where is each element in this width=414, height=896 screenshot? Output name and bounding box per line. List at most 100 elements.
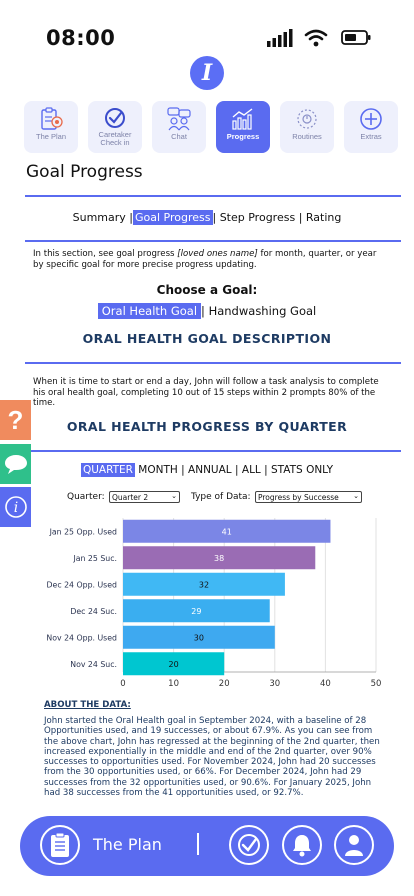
bar-chart-icon [232, 108, 253, 130]
routine-clock-icon [297, 109, 317, 129]
info-button[interactable]: i [0, 487, 31, 527]
chart-category-label: Dec 24 Opp. Used [47, 580, 118, 589]
chart-category-label: Nov 24 Opp. Used [46, 633, 117, 642]
nav-tab-label: The Plan [35, 132, 67, 141]
nav-tab-label: Progress [226, 132, 260, 141]
clipboard-icon [51, 832, 69, 857]
chart-bar [123, 625, 275, 649]
period-separator: | [264, 464, 268, 476]
data-type-select[interactable]: Progress by Successe ⌄ [255, 491, 362, 503]
chart-x-tick-label: 40 [320, 679, 331, 689]
chevron-down-icon: ⌄ [171, 492, 177, 500]
chart-category-label: Dec 24 Suc. [70, 607, 117, 616]
chart-value-label: 30 [194, 633, 204, 642]
divider [25, 195, 401, 197]
subnav-separator: | [298, 211, 306, 224]
goal-option-oral-health[interactable]: Oral Health Goal [97, 303, 202, 319]
nav-tab-routines[interactable]: Routines [280, 101, 334, 153]
period-separator: | [181, 464, 185, 476]
period-selector: QUARTER MONTH | ANNUAL | ALL | STATS ONL… [0, 463, 414, 477]
goal-description-text: When it is time to start or end a day, J… [33, 377, 379, 408]
subnav-summary[interactable]: Summary [72, 211, 126, 224]
data-type-select-value: Progress by Successe [258, 493, 339, 502]
chart-value-label: 32 [199, 580, 209, 589]
page-title: Goal Progress [26, 162, 143, 182]
notifications-button[interactable] [282, 825, 322, 865]
subnav-goal-progress[interactable]: Goal Progress [133, 210, 213, 225]
chart-value-label: 20 [169, 660, 179, 669]
chart-value-label: 41 [222, 527, 232, 536]
chat-people-icon [167, 107, 191, 131]
clipboard-target-icon [41, 107, 63, 130]
chart-bar [123, 599, 270, 623]
subnav-separator: | [129, 211, 133, 224]
nav-tab-label: Caretaker Check in [98, 130, 132, 147]
goal-selector: Oral Health Goal | Handwashing Goal [0, 303, 414, 319]
chart-category-label: Jan 25 Opp. Used [49, 527, 117, 536]
battery-icon [341, 30, 371, 45]
chart-x-tick-label: 50 [371, 679, 382, 689]
chart-bar [123, 572, 285, 596]
about-data-heading: ABOUT THE DATA: [44, 700, 131, 710]
signal-icon [267, 29, 293, 47]
plus-circle-icon [360, 108, 382, 130]
choose-goal-heading: Choose a Goal: [156, 283, 258, 297]
divider [25, 450, 401, 452]
period-quarter[interactable]: QUARTER [80, 463, 135, 477]
chat-bubble-icon [4, 455, 27, 474]
progress-bar-chart: 0 10 20 30 40 50 Jan 25 Opp. Used 41 Jan 25 Suc.… [46, 518, 382, 689]
bottom-bar: The Plan [20, 816, 394, 876]
help-button[interactable]: ? [0, 400, 31, 440]
nav-tab-progress[interactable]: Progress [216, 101, 270, 153]
chart-value-label: 38 [214, 554, 224, 563]
nav-tab-label: Extras [360, 132, 382, 141]
nav-tab-caretaker-check-in[interactable]: Caretaker Check in [88, 101, 142, 153]
profile-button[interactable] [334, 825, 374, 865]
nav-tab-chat[interactable]: Chat [152, 101, 206, 153]
chart-bar [123, 652, 225, 676]
loved-one-placeholder: [loved ones name] [177, 249, 258, 259]
goal-option-handwashing[interactable]: Handwashing Goal [208, 304, 317, 318]
intro-text-part: for month, quarter, or year by specific … [33, 249, 377, 270]
nav-tab-the-plan[interactable]: The Plan [24, 101, 78, 153]
period-separator: | [235, 464, 239, 476]
chart-category-label: Nov 24 Suc. [70, 660, 117, 669]
check-circle-icon [105, 108, 125, 128]
chart-bar [123, 546, 316, 570]
check-circle-icon [238, 834, 260, 856]
intro-text: In this section, see goal progress [love… [33, 249, 387, 270]
check-in-button[interactable] [229, 825, 269, 865]
bell-icon [293, 835, 311, 857]
the-plan-button[interactable] [40, 825, 80, 865]
bottom-bar-separator [197, 833, 199, 855]
period-all[interactable]: ALL [241, 464, 261, 476]
divider [25, 240, 401, 242]
progress-heading: ORAL HEALTH PROGRESS BY QUARTER [66, 419, 348, 434]
subnav-step-progress[interactable]: Step Progress [219, 211, 296, 224]
status-bar: 08:00 [0, 0, 414, 62]
chart-value-label: 29 [191, 607, 201, 616]
about-data-text: John started the Oral Health goal in Sep… [44, 716, 380, 799]
status-time: 08:00 [46, 26, 116, 50]
period-annual[interactable]: ANNUAL [188, 464, 232, 476]
info-icon: i [4, 496, 27, 518]
nav-tab-extras[interactable]: Extras [344, 101, 398, 153]
quarter-label: Quarter: [67, 492, 105, 502]
chart-bar [123, 519, 331, 543]
bottom-bar-label[interactable]: The Plan [93, 835, 162, 854]
period-stats-only[interactable]: STATS ONLY [271, 464, 334, 476]
subnav-separator: | [212, 211, 220, 224]
progress-subnav: Summary | Goal Progress | Step Progress | … [0, 210, 414, 225]
chat-button[interactable] [0, 444, 31, 484]
period-month[interactable]: MONTH [138, 464, 178, 476]
user-icon [345, 835, 363, 856]
top-nav: The Plan Caretaker Check in Chat Progres… [24, 101, 398, 153]
subnav-rating[interactable]: Rating [305, 211, 342, 224]
goal-description-heading: ORAL HEALTH GOAL DESCRIPTION [82, 331, 332, 346]
quarter-select[interactable]: Quarter 2 ⌄ [109, 491, 180, 503]
app-logo: I [190, 56, 224, 90]
svg-text:i: i [13, 500, 17, 516]
goal-separator: | [201, 304, 209, 318]
wifi-icon [304, 29, 328, 47]
quarter-select-value: Quarter 2 [112, 493, 149, 502]
